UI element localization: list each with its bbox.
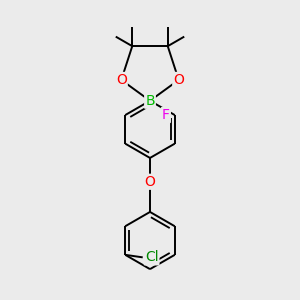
Text: O: O <box>145 175 155 189</box>
Text: O: O <box>116 73 127 87</box>
Text: O: O <box>173 73 184 87</box>
Text: F: F <box>162 108 170 122</box>
Text: B: B <box>145 94 155 108</box>
Text: Cl: Cl <box>145 250 158 264</box>
